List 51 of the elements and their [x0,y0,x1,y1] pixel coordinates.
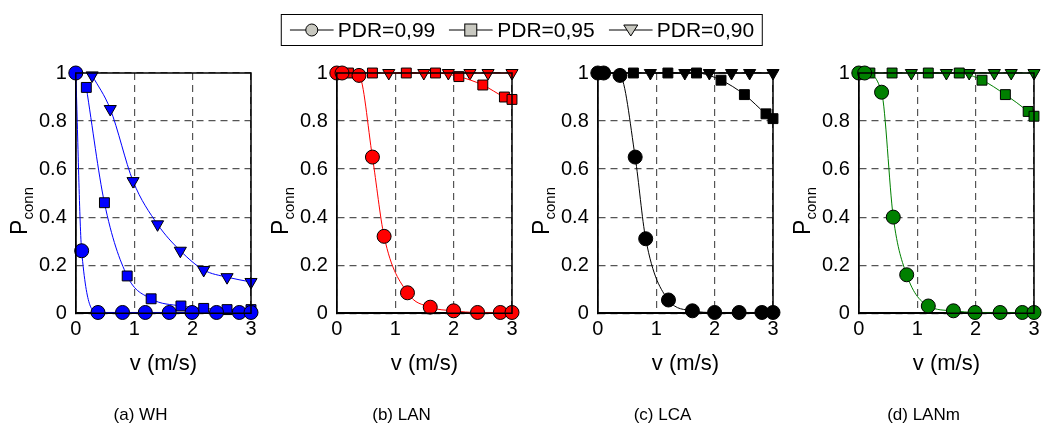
y-tick-label: 0.6 [560,156,589,179]
y-tick-label: 0.6 [821,156,850,179]
x-axis-title: v (m/s) [129,350,197,376]
x-tick-label: 1 [128,316,140,339]
x-tick-label: 3 [1028,316,1040,339]
y-tick-label: 0 [55,300,67,323]
y-tick-label: 0.4 [299,204,328,227]
x-tick-label: 0 [331,316,343,339]
x-tick-label: 3 [767,316,779,339]
x-axis-title: v (m/s) [651,350,719,376]
legend-label: PDR=0,95 [497,18,595,42]
x-tick-label: 2 [970,316,982,339]
y-tick-label: 1 [838,60,850,83]
x-tick-label: 2 [187,316,199,339]
x-axis-title: v (m/s) [390,350,458,376]
x-tick-label: 2 [448,316,460,339]
x-tick-label: 0 [592,316,604,339]
y-tick-label: 1 [55,60,67,83]
text: (b) LAN [372,405,431,425]
x-axis-title: v (m/s) [912,350,980,376]
y-tick-label: 0.4 [560,204,589,227]
y-tick-label: 0 [838,300,850,323]
y-tick-label: 0.2 [821,252,850,275]
x-tick-label: 3 [506,316,518,339]
legend-label: PDR=0,99 [337,18,436,42]
y-tick-label: 0.2 [299,252,328,275]
text: (a) WH [113,405,168,425]
y-tick-label: 0 [316,300,328,323]
y-tick-label: 0 [577,300,589,323]
y-tick-label: 0.8 [821,108,850,131]
y-tick-label: 1 [577,60,589,83]
text: (c) LCA [633,405,692,425]
x-tick-label: 3 [245,316,257,339]
legend-label: PDR=0,90 [656,18,755,42]
x-tick-label: 1 [389,316,401,339]
y-tick-label: 0.6 [38,156,67,179]
text: (d) LANm [887,405,960,425]
y-tick-label: 0.8 [38,108,67,131]
y-tick-label: 0.8 [560,108,589,131]
y-tick-label: 0.4 [821,204,850,227]
x-tick-label: 1 [650,316,662,339]
x-tick-label: 1 [911,316,923,339]
x-tick-label: 2 [709,316,721,339]
y-tick-label: 0.8 [299,108,328,131]
x-tick-label: 0 [70,316,82,339]
y-tick-label: 0.6 [299,156,328,179]
y-tick-label: 0.2 [38,252,67,275]
y-tick-label: 0.2 [560,252,589,275]
x-tick-label: 0 [853,316,865,339]
y-tick-label: 1 [316,60,328,83]
y-tick-label: 0.4 [38,204,67,227]
